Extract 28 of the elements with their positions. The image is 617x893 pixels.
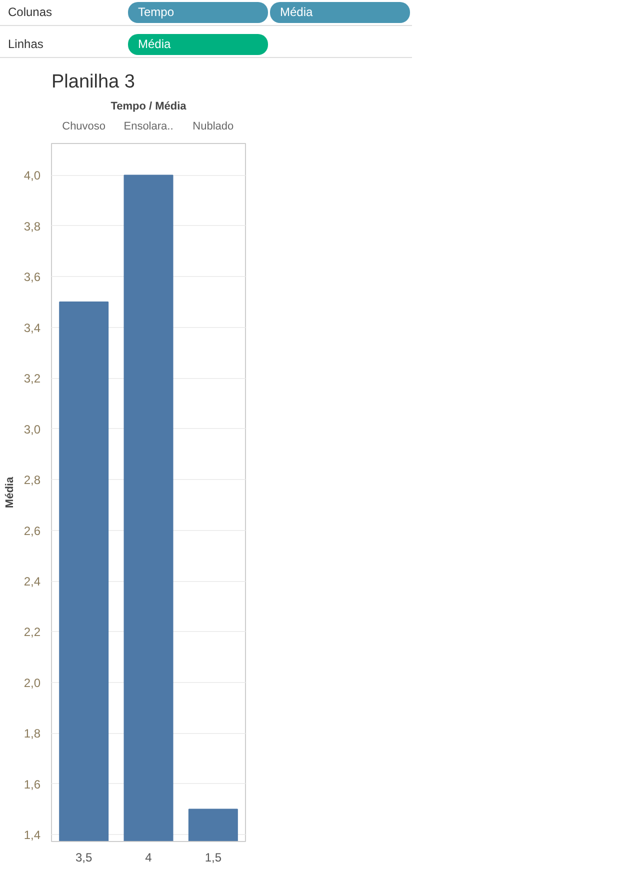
text: Média xyxy=(128,34,268,56)
y-tick-label: 3,4 xyxy=(24,320,41,335)
y-tick-label: 2,4 xyxy=(24,574,41,589)
text: Colunas xyxy=(7,4,54,21)
x-tick-label: Ensolara.. xyxy=(124,120,174,132)
data-label: 4 xyxy=(145,850,152,864)
y-tick-label: 1,4 xyxy=(24,828,41,842)
y-tick-label: 1,6 xyxy=(24,777,41,792)
y-tick-label: 2,0 xyxy=(24,676,41,690)
y-tick-label: 1,8 xyxy=(24,726,41,741)
data-label: 1,5 xyxy=(204,850,222,864)
x-tick-label: Chuvoso xyxy=(62,120,106,132)
data-label: 3,5 xyxy=(75,850,92,864)
text: Tempo xyxy=(128,2,268,24)
y-axis-title: Média xyxy=(4,476,16,508)
y-tick-label: 3,6 xyxy=(24,270,41,284)
x-tick-label: Nublado xyxy=(192,120,234,132)
y-tick-label: 3,0 xyxy=(24,422,41,436)
x-axis-title: Tempo / Média xyxy=(110,100,188,112)
text: Média xyxy=(270,2,410,24)
y-tick-label: 2,2 xyxy=(24,625,41,640)
text: Linhas xyxy=(7,36,44,53)
y-tick-label: 2,8 xyxy=(24,473,41,488)
y-tick-label: 3,2 xyxy=(24,372,41,386)
y-tick-label: 4,0 xyxy=(24,168,41,183)
chart-title: Planilha 3 xyxy=(52,72,135,92)
y-tick-label: 3,8 xyxy=(24,219,41,234)
y-tick-label: 2,6 xyxy=(24,524,41,538)
